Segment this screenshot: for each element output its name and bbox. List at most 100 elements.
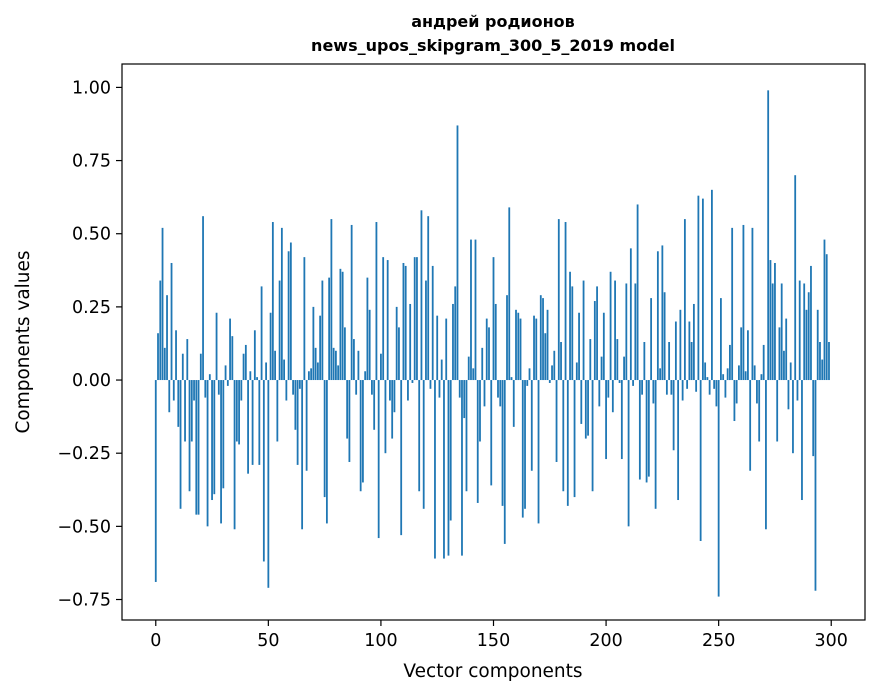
bar — [693, 304, 695, 380]
bar — [765, 380, 767, 529]
chart-title: андрей родионов — [411, 12, 575, 31]
bar — [592, 380, 594, 491]
x-axis-label: Vector components — [403, 661, 582, 682]
y-tick-label: 0.75 — [72, 152, 111, 172]
bar — [391, 380, 393, 439]
bar — [256, 377, 258, 380]
bar — [371, 380, 373, 395]
bar — [616, 339, 618, 380]
bar — [772, 283, 774, 380]
bar — [677, 380, 679, 500]
bar — [297, 380, 299, 465]
bar — [729, 345, 731, 380]
bar — [589, 339, 591, 380]
bar — [495, 304, 497, 380]
bar — [461, 380, 463, 556]
bar — [587, 380, 589, 436]
bar — [274, 351, 276, 380]
bar — [434, 380, 436, 559]
bar — [812, 380, 814, 456]
bar — [351, 225, 353, 380]
bar — [785, 319, 787, 380]
bar — [441, 360, 443, 380]
bar — [736, 380, 738, 403]
bar — [353, 339, 355, 380]
bar — [754, 365, 756, 380]
bar — [285, 380, 287, 400]
bar — [619, 380, 621, 383]
bar — [713, 380, 715, 389]
bar — [376, 222, 378, 380]
bar — [720, 298, 722, 380]
bar — [470, 240, 472, 380]
bar — [637, 204, 639, 380]
bar — [303, 257, 305, 380]
bar — [459, 380, 461, 398]
bar — [706, 377, 708, 380]
bar — [612, 380, 614, 412]
bar — [607, 380, 609, 398]
bar — [630, 248, 632, 380]
bar — [387, 260, 389, 380]
bar — [229, 319, 231, 380]
bar — [797, 380, 799, 400]
bar — [209, 374, 211, 380]
bar — [378, 380, 380, 538]
bar — [475, 240, 477, 380]
bar — [484, 380, 486, 406]
bar — [324, 380, 326, 497]
bar — [727, 368, 729, 380]
bar — [400, 380, 402, 535]
bar — [175, 330, 177, 380]
bar — [358, 351, 360, 380]
bar — [258, 380, 260, 465]
bar — [418, 380, 420, 491]
bar — [430, 380, 432, 389]
bar — [601, 357, 603, 380]
bar — [515, 310, 517, 380]
bar — [524, 380, 526, 509]
bar — [481, 348, 483, 380]
y-tick-label: −0.25 — [57, 444, 111, 464]
bar — [806, 310, 808, 380]
bar — [517, 313, 519, 380]
bar — [569, 272, 571, 380]
bar — [711, 190, 713, 380]
bar — [826, 254, 828, 380]
bar — [416, 257, 418, 380]
bar — [247, 380, 249, 474]
bar — [716, 380, 718, 406]
bar — [679, 310, 681, 380]
bar — [479, 380, 481, 441]
bar — [472, 368, 474, 380]
bar — [821, 360, 823, 380]
bar — [490, 380, 492, 485]
bar — [445, 319, 447, 380]
bar — [326, 380, 328, 523]
bar — [218, 380, 220, 395]
bar — [562, 380, 564, 491]
bar — [529, 368, 531, 380]
bar — [803, 283, 805, 380]
y-tick-label: 0.00 — [72, 371, 111, 391]
bar — [171, 263, 173, 380]
bar — [643, 342, 645, 380]
bar — [292, 380, 294, 395]
bar — [310, 368, 312, 380]
bar — [349, 380, 351, 462]
bar — [180, 380, 182, 509]
bar — [328, 278, 330, 380]
bar — [457, 125, 459, 380]
bar — [423, 380, 425, 509]
bar — [688, 322, 690, 381]
bar — [186, 339, 188, 380]
bar — [788, 380, 790, 409]
bar — [173, 380, 175, 400]
y-tick-label: −0.50 — [57, 517, 111, 537]
bar — [272, 222, 274, 380]
bar — [380, 354, 382, 380]
bar — [177, 380, 179, 427]
bar — [333, 348, 335, 380]
chart-subtitle: news_upos_skipgram_300_5_2019 model — [311, 36, 675, 55]
